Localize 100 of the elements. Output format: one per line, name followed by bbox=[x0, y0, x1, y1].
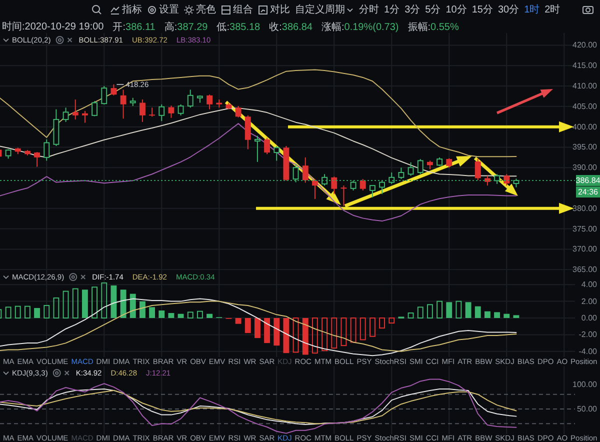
bar bbox=[24, 306, 30, 319]
text: 分时 bbox=[359, 4, 379, 16]
bar bbox=[235, 318, 242, 324]
y-tick-label: 370.00 bbox=[572, 244, 598, 254]
y-tick-label: 380.00 bbox=[572, 204, 598, 213]
text: 指标 bbox=[121, 4, 142, 16]
candlestick bbox=[206, 94, 213, 110]
text: 组合 bbox=[233, 4, 253, 16]
text: 对比 bbox=[270, 4, 290, 16]
candlestick bbox=[264, 137, 270, 155]
bar bbox=[302, 318, 308, 355]
y-tick-label: 400.00 bbox=[572, 122, 598, 132]
text: 10分 bbox=[446, 4, 467, 16]
bar bbox=[14, 306, 21, 319]
candlestick bbox=[82, 110, 88, 124]
line-series bbox=[0, 378, 517, 434]
y-tick-label: 0.00 bbox=[581, 314, 598, 323]
bar bbox=[206, 314, 213, 318]
bar bbox=[62, 290, 69, 319]
bar bbox=[34, 308, 40, 318]
candlestick bbox=[72, 98, 78, 120]
bar bbox=[101, 282, 108, 319]
bar bbox=[312, 318, 318, 354]
y-tick-label: 2.00 bbox=[581, 296, 598, 306]
bar bbox=[513, 315, 520, 318]
text: 时间:2020-10-29 19:00 bbox=[2, 20, 104, 32]
text: 高:387.29 bbox=[164, 20, 208, 32]
bar bbox=[168, 313, 174, 318]
candlestick bbox=[312, 178, 318, 200]
bar bbox=[82, 290, 88, 318]
bar bbox=[110, 285, 117, 318]
bar bbox=[196, 310, 203, 319]
bar bbox=[369, 318, 376, 337]
y-tick-label: 375.00 bbox=[572, 224, 598, 234]
y-tick-label: 50.00 bbox=[576, 404, 598, 414]
bar bbox=[264, 318, 270, 344]
y-tick-label: 390.00 bbox=[572, 163, 598, 172]
text: 振幅:0.55% bbox=[408, 20, 459, 32]
bar bbox=[274, 318, 280, 346]
y-tick-label: 4.00 bbox=[581, 280, 598, 290]
text: 1分 bbox=[384, 4, 400, 16]
bar bbox=[350, 318, 356, 343]
bar bbox=[187, 312, 194, 319]
y-tick-label: 420.00 bbox=[572, 40, 598, 50]
y-tick-label: 410.00 bbox=[572, 82, 598, 91]
y-tick-label: 395.00 bbox=[572, 142, 598, 152]
y-tick-label: -2.00 bbox=[578, 330, 598, 340]
y-tick-label: -4.00 bbox=[578, 346, 598, 356]
bar bbox=[283, 318, 290, 354]
bar bbox=[44, 304, 50, 319]
bar bbox=[408, 312, 414, 319]
y-tick-label: 365.00 bbox=[572, 265, 598, 274]
bar bbox=[340, 318, 347, 346]
text: 收:386.84 bbox=[269, 22, 313, 32]
bar bbox=[53, 297, 60, 319]
bar bbox=[426, 304, 433, 319]
bar bbox=[388, 318, 395, 324]
text: 3分 bbox=[404, 4, 420, 16]
bar bbox=[292, 318, 299, 353]
text: 低:385.18 bbox=[216, 22, 261, 32]
bar bbox=[158, 310, 165, 318]
bar bbox=[446, 302, 452, 318]
candlestick bbox=[244, 114, 251, 150]
bar bbox=[417, 306, 424, 319]
text: 亮色 bbox=[196, 4, 216, 16]
text: 15分 bbox=[472, 4, 493, 16]
bar bbox=[92, 286, 98, 319]
bar bbox=[465, 302, 472, 318]
text: 涨幅:0.19%(0.73) bbox=[321, 20, 399, 32]
candlestick bbox=[139, 98, 146, 122]
bar bbox=[72, 288, 78, 319]
text: 1时 bbox=[524, 4, 540, 16]
y-tick-label: 405.00 bbox=[572, 102, 598, 111]
text: 设置 bbox=[159, 4, 179, 16]
candlestick bbox=[484, 175, 490, 186]
bar bbox=[494, 312, 500, 318]
line-series bbox=[0, 69, 517, 158]
candlestick bbox=[360, 178, 366, 191]
bar bbox=[139, 301, 146, 318]
bar bbox=[120, 290, 126, 318]
bar bbox=[379, 318, 386, 329]
bar bbox=[130, 294, 136, 318]
bar bbox=[436, 300, 443, 319]
bar bbox=[456, 300, 462, 319]
bar bbox=[360, 318, 366, 340]
candlestick bbox=[110, 84, 117, 96]
bar bbox=[484, 311, 490, 318]
y-tick-label: 415.00 bbox=[572, 61, 598, 70]
text: 开:386.11 bbox=[112, 22, 156, 32]
candlestick bbox=[168, 105, 174, 118]
y-tick-label: 100.00 bbox=[572, 380, 598, 390]
text: 5分 bbox=[425, 4, 441, 16]
bar bbox=[149, 307, 156, 318]
bar bbox=[474, 306, 481, 318]
candlestick bbox=[34, 152, 40, 168]
bar bbox=[254, 318, 260, 338]
text: 自定义周期 bbox=[295, 4, 345, 16]
candlestick bbox=[340, 185, 347, 206]
bar bbox=[178, 314, 184, 318]
candlestick bbox=[235, 106, 242, 118]
